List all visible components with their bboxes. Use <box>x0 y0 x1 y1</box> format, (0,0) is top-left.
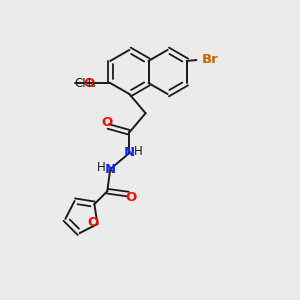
Text: O: O <box>126 190 137 204</box>
Text: H: H <box>97 161 105 174</box>
Text: N: N <box>105 163 116 176</box>
Text: O: O <box>88 216 99 229</box>
Text: N: N <box>124 146 135 159</box>
Text: CH₃: CH₃ <box>74 76 96 89</box>
Text: O: O <box>83 76 95 89</box>
Text: O: O <box>101 116 112 129</box>
Text: Br: Br <box>202 53 218 66</box>
Text: H: H <box>134 145 142 158</box>
